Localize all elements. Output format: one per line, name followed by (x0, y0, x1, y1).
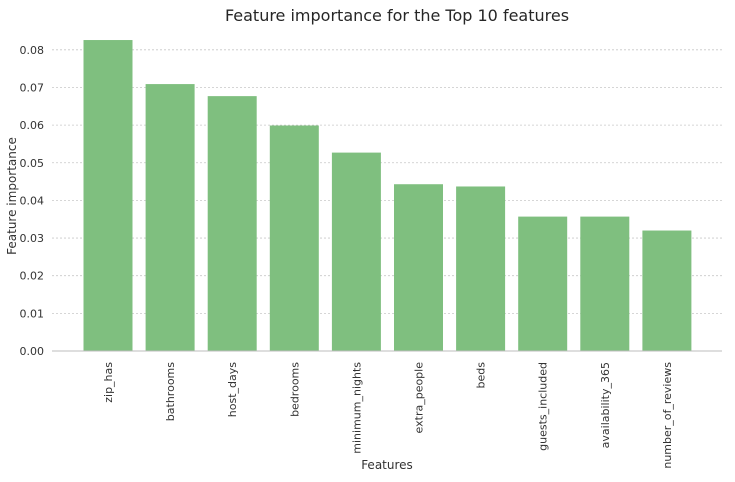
y-tick-label: 0.00 (20, 345, 45, 358)
bar-number-of-reviews (642, 230, 692, 351)
x-tick-label: extra_people (413, 362, 426, 434)
y-axis-label: Feature importance (5, 137, 19, 255)
bar-minimum-nights (331, 152, 381, 351)
y-tick-label: 0.05 (20, 157, 45, 170)
x-tick-label: zip_has (102, 362, 115, 403)
bar-bathrooms (145, 84, 195, 352)
y-tick-label: 0.02 (20, 270, 45, 283)
x-tick-label: beds (475, 362, 488, 389)
bar-availability-365 (580, 216, 630, 351)
x-tick-label: availability_365 (599, 362, 612, 448)
x-tick-label: number_of_reviews (661, 362, 674, 469)
bar-bedrooms (269, 125, 319, 352)
bar-extra-people (394, 184, 443, 351)
y-tick-label: 0.01 (20, 307, 45, 320)
x-tick-label: host_days (226, 362, 239, 417)
y-tick-label: 0.03 (20, 232, 45, 245)
x-axis-label: Features (361, 458, 413, 472)
bars (83, 40, 692, 352)
bar-beds (456, 186, 506, 351)
y-ticks: 0.00 0.01 0.02 0.03 0.04 0.05 0.06 0.07 0.08 (20, 44, 45, 358)
x-tick-label: bedrooms (288, 362, 301, 417)
y-tick-label: 0.08 (20, 44, 45, 57)
x-tick-label: guests_included (537, 362, 550, 451)
bar-host-days (207, 96, 257, 351)
bar-guests-included (518, 216, 568, 351)
y-tick-label: 0.04 (20, 194, 45, 207)
bar-zip-has (83, 40, 133, 352)
x-tick-label: bathrooms (164, 362, 177, 421)
x-tick-label: minimum_nights (350, 362, 363, 454)
y-tick-label: 0.06 (20, 119, 45, 132)
chart-title: Feature importance for the Top 10 featur… (225, 6, 569, 25)
y-tick-label: 0.07 (20, 81, 45, 94)
x-ticks: zip_has bathrooms host_days bedrooms minimum… (102, 362, 674, 469)
